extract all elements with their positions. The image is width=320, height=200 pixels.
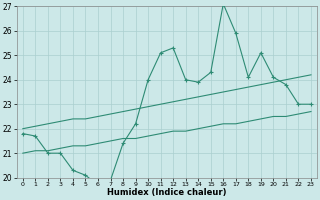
X-axis label: Humidex (Indice chaleur): Humidex (Indice chaleur) xyxy=(107,188,227,197)
